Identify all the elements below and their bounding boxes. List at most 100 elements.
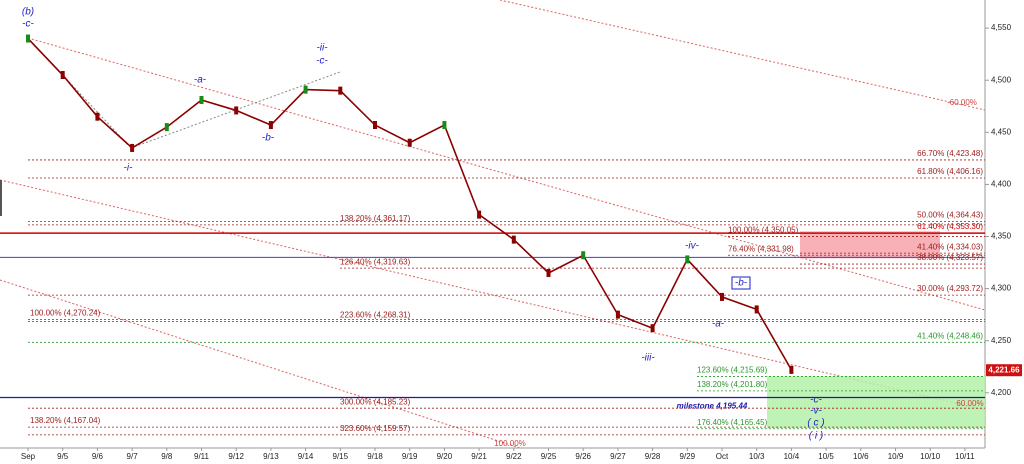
level-label: 76.40% (4,331.98) bbox=[728, 244, 794, 253]
price-candle bbox=[442, 121, 447, 130]
x-tick-label: Oct bbox=[716, 452, 729, 461]
price-candle bbox=[615, 310, 620, 319]
level-label: 176.40% (4,165.45) bbox=[697, 418, 768, 427]
wave-label: ( i ) bbox=[809, 431, 823, 442]
x-tick-label: 9/5 bbox=[57, 452, 69, 461]
level-label: 61.40% (4,353.30) bbox=[917, 222, 983, 231]
level-label: 138.20% (4,361.17) bbox=[340, 214, 411, 223]
last-price-label: 4,221.66 bbox=[988, 365, 1020, 374]
level-label: 100.00% (4,350.05) bbox=[728, 226, 799, 235]
price-candle bbox=[95, 112, 100, 121]
level-label: 323.60% (4,159.57) bbox=[340, 424, 411, 433]
price-candle bbox=[303, 85, 308, 94]
x-tick-label: 10/6 bbox=[853, 452, 869, 461]
y-tick-label: 4,450 bbox=[991, 127, 1012, 136]
channel-label: 100.00% bbox=[494, 439, 526, 448]
level-label: 38.00% (4,323.57) bbox=[917, 253, 983, 262]
wave-line bbox=[130, 71, 341, 149]
x-tick-label: 9/14 bbox=[298, 452, 314, 461]
x-tick-label: 9/25 bbox=[541, 452, 557, 461]
x-tick-label: 9/13 bbox=[263, 452, 279, 461]
wave-label: -a- bbox=[194, 75, 207, 86]
price-candle bbox=[685, 255, 690, 264]
y-tick-label: 4,550 bbox=[991, 23, 1012, 32]
x-tick-label: 9/8 bbox=[161, 452, 173, 461]
wave-label: -c- bbox=[22, 19, 34, 30]
level-label: 50.00% (4,364.43) bbox=[917, 211, 983, 220]
price-candle bbox=[650, 324, 655, 333]
x-tick-label: 9/29 bbox=[680, 452, 696, 461]
x-tick-label: 10/10 bbox=[920, 452, 941, 461]
wave-label: (b) bbox=[22, 7, 34, 18]
y-tick-label: 4,400 bbox=[991, 180, 1012, 189]
x-tick-label: 10/4 bbox=[784, 452, 800, 461]
wave-label: -v- bbox=[810, 406, 822, 417]
x-tick-label: 10/11 bbox=[955, 452, 975, 461]
price-candle bbox=[789, 365, 794, 374]
x-tick-label: 9/6 bbox=[92, 452, 104, 461]
y-tick-label: 4,350 bbox=[991, 232, 1012, 241]
price-candle bbox=[754, 305, 759, 314]
edge-marker bbox=[0, 180, 2, 216]
level-label: 41.40% (4,248.46) bbox=[917, 331, 983, 340]
price-candle bbox=[268, 121, 273, 130]
price-candle bbox=[407, 138, 412, 147]
x-tick-label: Sep bbox=[21, 452, 36, 461]
last-price-tag bbox=[986, 364, 1022, 377]
channel-label: -60.00% bbox=[947, 98, 977, 107]
level-label: 41.40% (4,334.03) bbox=[917, 242, 983, 251]
x-tick-label: 9/18 bbox=[367, 452, 383, 461]
level-label: 30.00% (4,293.72) bbox=[917, 284, 983, 293]
y-tick-label: 4,200 bbox=[991, 388, 1012, 397]
y-tick-label: 4,250 bbox=[991, 336, 1012, 345]
channel-line bbox=[0, 279, 521, 449]
wave-box bbox=[731, 276, 751, 290]
price-candle bbox=[338, 86, 343, 95]
price-candle bbox=[546, 268, 551, 277]
wave-label: ( c ) bbox=[807, 418, 824, 429]
level-label: 138.20% (4,167.04) bbox=[30, 416, 101, 425]
zone bbox=[767, 376, 985, 429]
channel-label: 60.00% bbox=[956, 399, 983, 408]
price-candle bbox=[373, 121, 377, 130]
wave-label: -c- bbox=[316, 56, 328, 67]
channel-line bbox=[27, 37, 986, 311]
wave-label: -i- bbox=[124, 163, 134, 174]
x-tick-label: 10/9 bbox=[888, 452, 904, 461]
level-label: 138.20% (4,201.80) bbox=[697, 380, 768, 389]
price-candle bbox=[477, 210, 482, 219]
level-label: 100.00% (4,270.24) bbox=[30, 309, 101, 318]
x-tick-label: 9/21 bbox=[471, 452, 487, 461]
wave-label: -b- bbox=[262, 133, 275, 144]
x-tick-label: 10/3 bbox=[749, 452, 765, 461]
x-tick-label: 9/20 bbox=[437, 452, 453, 461]
x-tick-label: 9/11 bbox=[194, 452, 210, 461]
level-label: 123.60% (4,215.69) bbox=[697, 366, 768, 375]
wave-label: -ii- bbox=[316, 43, 328, 54]
price-candle bbox=[720, 292, 724, 301]
wave-label: -b- bbox=[735, 278, 748, 289]
price-candle bbox=[164, 123, 169, 132]
x-tick-label: 9/27 bbox=[610, 452, 626, 461]
wave-label: -iii- bbox=[641, 353, 655, 364]
price-candle bbox=[60, 71, 65, 80]
price-candle bbox=[581, 251, 586, 260]
price-candle bbox=[130, 143, 135, 152]
y-tick-label: 4,500 bbox=[991, 75, 1012, 84]
x-tick-label: 9/7 bbox=[127, 452, 139, 461]
milestone-label: milestone 4,195.44 bbox=[677, 402, 748, 411]
price-candle bbox=[199, 96, 204, 105]
wave-label: -iv- bbox=[685, 241, 700, 252]
wave-label: -a- bbox=[712, 319, 725, 330]
channel-line bbox=[499, 0, 986, 111]
x-tick-label: 9/12 bbox=[228, 452, 244, 461]
x-tick-label: 9/22 bbox=[506, 452, 522, 461]
zone bbox=[800, 231, 940, 259]
wave-label: -c- bbox=[810, 395, 822, 406]
level-label: 223.60% (4,268.31) bbox=[340, 311, 411, 320]
x-tick-label: 9/26 bbox=[575, 452, 591, 461]
level-label: 66.70% (4,423.48) bbox=[917, 149, 983, 158]
x-tick-label: 10/5 bbox=[818, 452, 834, 461]
level-label: 61.80% (4,406.16) bbox=[917, 167, 983, 176]
